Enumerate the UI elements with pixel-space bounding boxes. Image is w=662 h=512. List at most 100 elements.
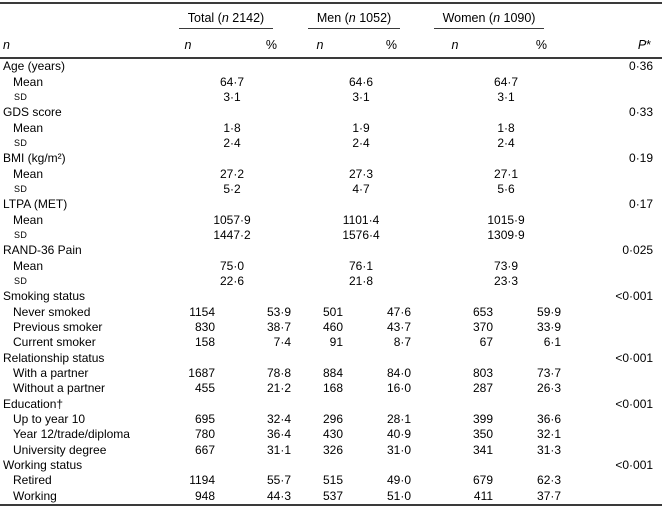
data-row: With a partner 1687 78·8 884 84·0 803 73·7 — [0, 366, 662, 381]
p-value — [564, 427, 662, 442]
group-total-label: Total (n 2142) — [178, 11, 274, 29]
cell-value: 40·9 — [387, 427, 412, 442]
cell-value: 91 — [329, 335, 344, 350]
cell-value: 455 — [194, 381, 215, 396]
group-men-label: Men (n 1052) — [307, 11, 401, 29]
data-row: SD 22·6 21·8 23·3 — [0, 274, 662, 289]
row-label: Never smoked — [13, 304, 91, 319]
data-row: Mean 75·0 76·1 73·9 — [0, 258, 662, 273]
stat-value: 2·4 — [497, 135, 515, 150]
cell-value: 44·3 — [266, 488, 292, 503]
cell-value: 38·7 — [266, 320, 292, 335]
row-label: Up to year 10 — [13, 412, 86, 427]
cell-value: 803 — [473, 366, 494, 381]
cell-value: 73·7 — [537, 366, 562, 381]
cell-value: 780 — [194, 427, 215, 442]
row-label: Year 12/trade/diploma — [13, 427, 130, 442]
row-label: GDS score — [3, 105, 62, 120]
p-value — [564, 305, 662, 320]
stat-value: 1309·9 — [487, 227, 525, 242]
cell-value: 67 — [479, 335, 494, 350]
p-value — [564, 120, 662, 135]
row-label: Mean — [13, 120, 44, 135]
row-label: Relationship status — [3, 350, 105, 365]
row-label: LTPA (MET) — [3, 197, 68, 212]
p-value — [564, 473, 662, 488]
cell-value: 78·8 — [266, 366, 292, 381]
cell-value: 399 — [473, 412, 494, 427]
p-value-header: P* — [564, 29, 662, 59]
variable-section-row: Working status <0·001 — [0, 458, 662, 473]
row-label: SD — [14, 137, 28, 148]
cell-value: 296 — [322, 412, 344, 427]
stat-value: 1·8 — [497, 120, 515, 135]
group-women-label: Women (n 1090) — [433, 11, 545, 29]
stat-value: 27·3 — [349, 166, 374, 181]
row-label: Age (years) — [3, 59, 66, 74]
cell-value: 884 — [322, 366, 344, 381]
cell-value: 55·7 — [266, 473, 292, 488]
p-value: 0·19 — [629, 151, 654, 166]
p-value — [564, 443, 662, 458]
spacer-cell — [158, 289, 564, 304]
cell-value: 51·0 — [387, 488, 412, 503]
men-pct-header: % — [346, 29, 415, 59]
spacer-cell — [158, 197, 564, 212]
cell-value: 430 — [322, 427, 344, 442]
cell-value: 695 — [194, 412, 215, 427]
data-row: SD 1447·2 1576·4 1309·9 — [0, 228, 662, 243]
row-label: Working status — [3, 458, 83, 473]
stat-value: 5·6 — [497, 181, 515, 196]
data-row: Mean 1057·9 1101·4 1015·9 — [0, 212, 662, 227]
p-value — [564, 90, 662, 105]
cell-value: 411 — [473, 488, 494, 503]
row-label: BMI (kg/m²) — [3, 151, 66, 166]
cell-value: 59·9 — [537, 304, 562, 319]
data-row: Up to year 10 695 32·4 296 28·1 399 36·6 — [0, 412, 662, 427]
row-label: Working — [13, 488, 57, 503]
variable-section-row: GDS score 0·33 — [0, 105, 662, 120]
row-label: Mean — [13, 166, 44, 181]
cell-value: 36·6 — [537, 412, 562, 427]
p-value — [564, 228, 662, 243]
stat-value: 64·7 — [494, 74, 519, 89]
cell-value: 326 — [322, 442, 344, 457]
spacer-cell — [158, 243, 564, 258]
cell-value: 653 — [473, 304, 494, 319]
cell-value: 33·9 — [537, 320, 562, 335]
row-label: Mean — [13, 212, 44, 227]
cell-value: 948 — [194, 488, 215, 503]
data-row: Working 948 44·3 537 51·0 411 37·7 — [0, 489, 662, 505]
cell-value: 370 — [473, 320, 494, 335]
stat-value: 21·8 — [349, 273, 374, 288]
column-group-men: Men (n 1052) — [294, 3, 414, 29]
cell-value: 7·4 — [273, 335, 292, 350]
table-header: Total (n 2142) Men (n 1052) Women (n 109… — [0, 3, 662, 59]
p-value — [564, 412, 662, 427]
cell-value: 32·1 — [537, 427, 562, 442]
variable-section-row: BMI (kg/m²) 0·19 — [0, 151, 662, 166]
p-column-spacer — [564, 3, 662, 29]
row-label: Previous smoker — [13, 320, 103, 335]
stat-value: 1015·9 — [487, 212, 525, 227]
data-row: Mean 27·2 27·3 27·1 — [0, 166, 662, 181]
total-n-header: n — [158, 29, 218, 59]
cell-value: 31·0 — [387, 442, 412, 457]
stat-value: 1·9 — [352, 120, 370, 135]
stat-value: 22·6 — [219, 273, 245, 288]
p-value — [564, 136, 662, 151]
table-body: Age (years) 0·36 Mean 64·7 64·6 64·7 SD 3·1 3·1 3… — [0, 58, 662, 505]
cell-value: 501 — [322, 304, 344, 319]
cell-value: 287 — [473, 381, 494, 396]
p-value: <0·001 — [615, 350, 654, 365]
data-row: Mean 64·7 64·6 64·7 — [0, 74, 662, 89]
data-row: Without a partner 455 21·2 168 16·0 287 26·3 — [0, 381, 662, 396]
stat-value: 3·1 — [497, 89, 515, 104]
row-label: Smoking status — [3, 289, 86, 304]
spacer-cell — [158, 397, 564, 412]
p-value: <0·001 — [615, 396, 654, 411]
data-row: Year 12/trade/diploma 780 36·4 430 40·9 350 32… — [0, 427, 662, 442]
p-value — [564, 320, 662, 335]
stat-value: 5·2 — [223, 181, 241, 196]
